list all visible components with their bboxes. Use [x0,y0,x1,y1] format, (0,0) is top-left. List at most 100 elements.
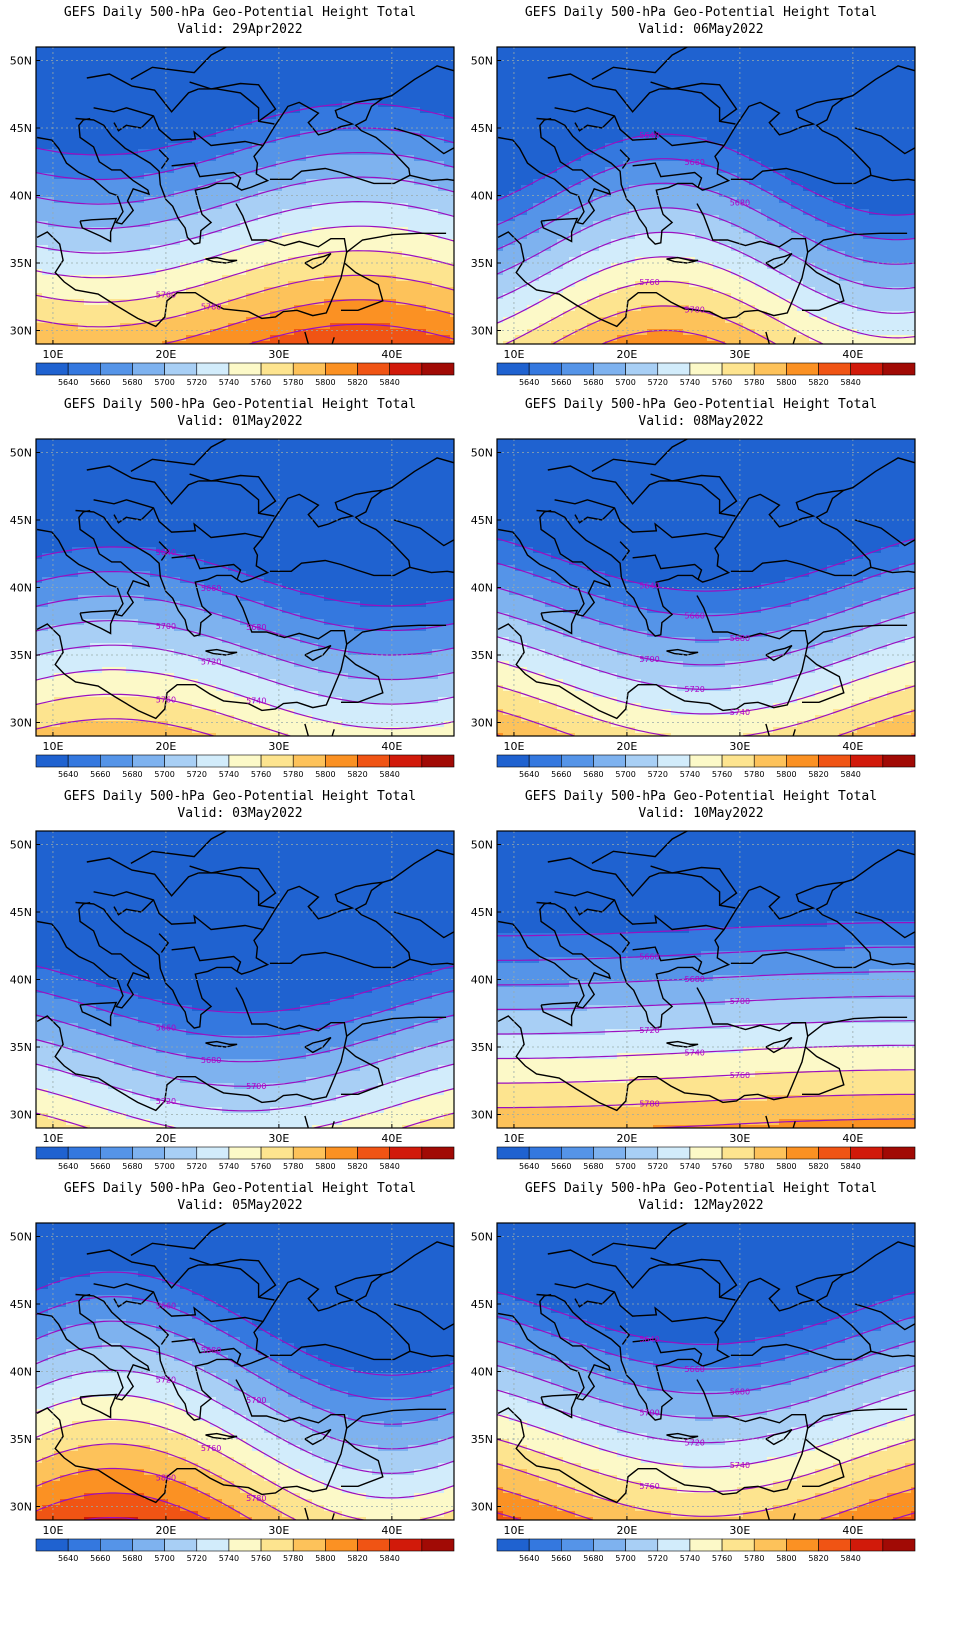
panel-valid: Valid: 03May2022 [0,806,480,822]
colorbar-swatch [657,362,691,376]
colorbar-swatch [421,1538,455,1552]
coastline [547,1249,660,1289]
contour-line [551,305,778,344]
colorbar-swatch [786,1146,819,1160]
lat-tick-label: 30N [10,1109,32,1122]
lat-tick-label: 35N [471,1433,493,1446]
colorbar-label: 5720 [187,1162,207,1171]
coastline [93,107,264,147]
contour-label: 5800 [156,1473,176,1482]
contour-line [36,1369,454,1475]
coastline [304,1507,335,1520]
colorbar-label: 5740 [680,1554,700,1563]
lon-tick-label: 20E [616,1132,637,1145]
lon-tick-label: 40E [842,1524,863,1537]
coastline [547,73,660,113]
lat-tick-label: 35N [471,1041,493,1054]
colorbar-swatch [689,1538,723,1552]
panel-title: GEFS Daily 500-hPa Geo-Potential Height … [461,397,941,413]
colorbar-label: 5740 [219,770,239,779]
colorbar-swatch [260,1146,294,1160]
colorbar-swatch [421,1146,455,1160]
colorbar-label: 5660 [551,378,571,387]
colorbar-swatch [100,754,133,768]
colorbar-label: 5640 [519,378,539,387]
colorbar-swatch [657,1146,691,1160]
colorbar-swatch [389,754,423,768]
coastline [304,1036,332,1054]
coastline [843,1241,915,1275]
colorbar-label: 5800 [315,378,335,387]
lat-tick-label: 45N [471,122,493,135]
colorbar-label: 5680 [583,1554,603,1563]
contour-label: 5680 [730,1388,750,1397]
colorbar-swatch [593,362,626,376]
colorbar-swatch [196,1538,230,1552]
lon-tick-label: 40E [381,1524,402,1537]
colorbar-label: 5700 [154,1162,174,1171]
lat-tick-label: 35N [471,257,493,270]
map-field [36,47,454,344]
coastline [393,911,454,939]
contour-label: 5740 [246,697,266,706]
colorbar-swatch [357,362,390,376]
colorbar-swatch [421,362,455,376]
colorbar-label: 5700 [154,1554,174,1563]
lon-tick-label: 30E [268,1524,289,1537]
coastline [36,203,348,328]
colorbar-swatch [850,1146,884,1160]
coastline [921,142,941,188]
coastline [205,256,238,264]
colorbar-swatch [389,362,423,376]
colorbar-label: 5700 [615,770,635,779]
coastline [304,723,335,736]
coastline [619,1325,631,1345]
coastline [382,457,454,491]
colorbar-label: 5720 [648,378,668,387]
colorbar-swatch [850,1538,884,1552]
coastline [843,65,915,99]
valid-label: Valid: [638,806,685,821]
colorbar-swatch [164,754,198,768]
valid-label: Valid: [638,22,685,37]
colorbar-swatch [228,1538,262,1552]
coastline [86,465,199,505]
coastline [409,958,454,966]
colorbar-label: 5760 [712,1554,732,1563]
lat-tick-label: 45N [10,122,32,135]
colorbar-label: 5700 [615,1162,635,1171]
coastline [75,1273,411,1421]
colorbar-label: 5840 [380,1554,400,1563]
coastline [36,595,348,720]
contour-line [497,946,915,961]
map-svg: 5640 5660 5680 5700 5720 5740 50N 45N 40N 35N 30N 1… [471,438,916,779]
valid-date: 10May2022 [693,806,763,821]
coastline [341,654,384,703]
lon-tick-label: 20E [155,348,176,361]
lat-tick-label: 40N [10,582,32,595]
colorbar-swatch [260,754,294,768]
coastline [497,987,809,1112]
colorbar-swatch [67,362,101,376]
coastline [36,901,151,1009]
coastline [409,566,454,574]
colorbar-label: 5720 [187,770,207,779]
coastline [393,1303,454,1331]
contour-line [36,669,454,730]
coastline [198,480,275,517]
colorbar-swatch [528,1146,562,1160]
colorbar: 5640 5660 5680 5700 5720 5740 5760 5780 5800 5820… [496,1146,916,1171]
panel-1: GEFS Daily 500-hPa Geo-Potential Height … [461,0,941,410]
colorbar-label: 5780 [744,1162,764,1171]
contour-line [497,133,915,216]
map-svg: 5660 5680 5700 5720 5760 5780 5800 50N 45N 40N 35N… [10,1222,455,1563]
contour-line [36,1014,454,1063]
contour-line [36,693,293,736]
panel-title: GEFS Daily 500-hPa Geo-Potential Height … [0,397,480,413]
contour-line [497,1093,915,1109]
lon-tick-label: 30E [729,1132,750,1145]
coastline [497,1293,612,1401]
colorbar-swatch [561,362,594,376]
coastline [171,162,242,188]
